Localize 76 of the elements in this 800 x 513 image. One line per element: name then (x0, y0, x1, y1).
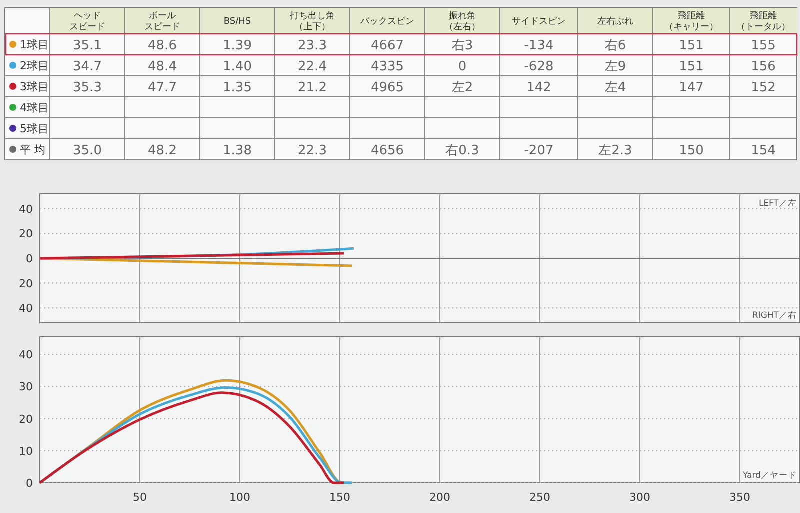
y-tick-label: 30 (19, 380, 33, 394)
text: 1.40 (223, 60, 252, 74)
text: 48.4 (148, 60, 177, 74)
x-tick-label: 150 (330, 491, 350, 504)
y-tick-label: 20 (19, 228, 33, 241)
text: 48.2 (148, 144, 177, 158)
text: 34.7 (73, 60, 102, 74)
x-tick-label: 打ち出し角（上下） (289, 10, 335, 32)
y-tick-label: 40 (19, 348, 33, 362)
text: 147 (679, 80, 704, 96)
text: 1.39 (223, 38, 252, 54)
text: 154 (751, 144, 776, 158)
text: 右0.3 (446, 144, 480, 158)
x-tick-label: サイドスピン (512, 16, 566, 27)
text: -628 (524, 60, 554, 74)
text: 右6 (604, 38, 626, 54)
x-tick-label: 50 (133, 491, 147, 504)
x-tick-label: BS/HS (224, 17, 252, 27)
text: 152 (751, 80, 776, 96)
y-tick-label: 10 (19, 444, 33, 458)
text: 1.38 (223, 144, 252, 158)
x-tick-label: 350 (730, 491, 750, 504)
text: 0 (458, 60, 467, 74)
y-tick-label: 20 (19, 277, 33, 290)
text: 左9 (604, 60, 626, 74)
text: 21.2 (298, 80, 327, 96)
text: 右3 (452, 38, 474, 54)
y-tick-label: 4球目 (20, 102, 49, 114)
text: 左2.3 (598, 144, 632, 158)
x-tick-label: バックスピン (360, 16, 414, 27)
text: 1.35 (223, 80, 252, 96)
y-tick-label: 1球目 (20, 38, 49, 52)
x-tick-label: 飛距離（トータル） (736, 10, 790, 32)
text: 35.1 (73, 38, 102, 54)
y-tick-label: 3球目 (20, 80, 49, 94)
annotation: LEFT／左 (758, 198, 797, 209)
x-tick-label: ボールスピード (144, 10, 180, 32)
y-tick-label: 0 (26, 252, 33, 266)
x-tick-label: 200 (430, 491, 450, 504)
x-tick-label: 飛距離（キャリー） (664, 10, 718, 32)
y-tick-label: 0 (26, 477, 33, 490)
x-tick-label: 左右ぶれ (598, 16, 634, 27)
annotation: RIGHT／右 (752, 310, 797, 321)
text: 23.3 (298, 38, 327, 54)
text: 4965 (370, 80, 404, 96)
y-tick-label: 2球目 (20, 60, 49, 72)
y-tick-label: 5球目 (20, 122, 49, 136)
text: 4667 (370, 38, 404, 54)
text: 48.6 (148, 38, 177, 54)
x-tick-label: 100 (230, 491, 250, 504)
y-tick-label: 40 (19, 202, 33, 216)
text: 35.0 (73, 144, 102, 158)
text: 47.7 (148, 80, 177, 96)
x-tick-label: 振れ角（左右） (444, 10, 480, 32)
text: 151 (679, 38, 704, 54)
x-tick-label: 250 (530, 491, 550, 504)
text: -134 (524, 38, 554, 54)
text: 左4 (604, 80, 626, 96)
text: 150 (679, 144, 704, 158)
text: 4656 (370, 144, 404, 158)
annotation: Yard／ヤード (742, 471, 797, 481)
x-tick-label: 300 (630, 491, 650, 504)
text: 4335 (370, 60, 404, 74)
text: 156 (751, 60, 776, 74)
x-tick-label: ヘッドスピード (70, 12, 106, 32)
y-tick-label: 40 (19, 302, 33, 316)
y-tick-label: 20 (19, 412, 33, 426)
y-tick-label: 平 均 (20, 144, 46, 156)
text: 151 (679, 60, 704, 74)
text: 35.3 (73, 80, 102, 96)
text: 22.3 (298, 144, 327, 158)
text: -207 (524, 144, 554, 158)
text: 22.4 (298, 60, 327, 74)
text: 左2 (452, 80, 474, 96)
text: 142 (526, 80, 552, 96)
text: 155 (751, 38, 776, 54)
